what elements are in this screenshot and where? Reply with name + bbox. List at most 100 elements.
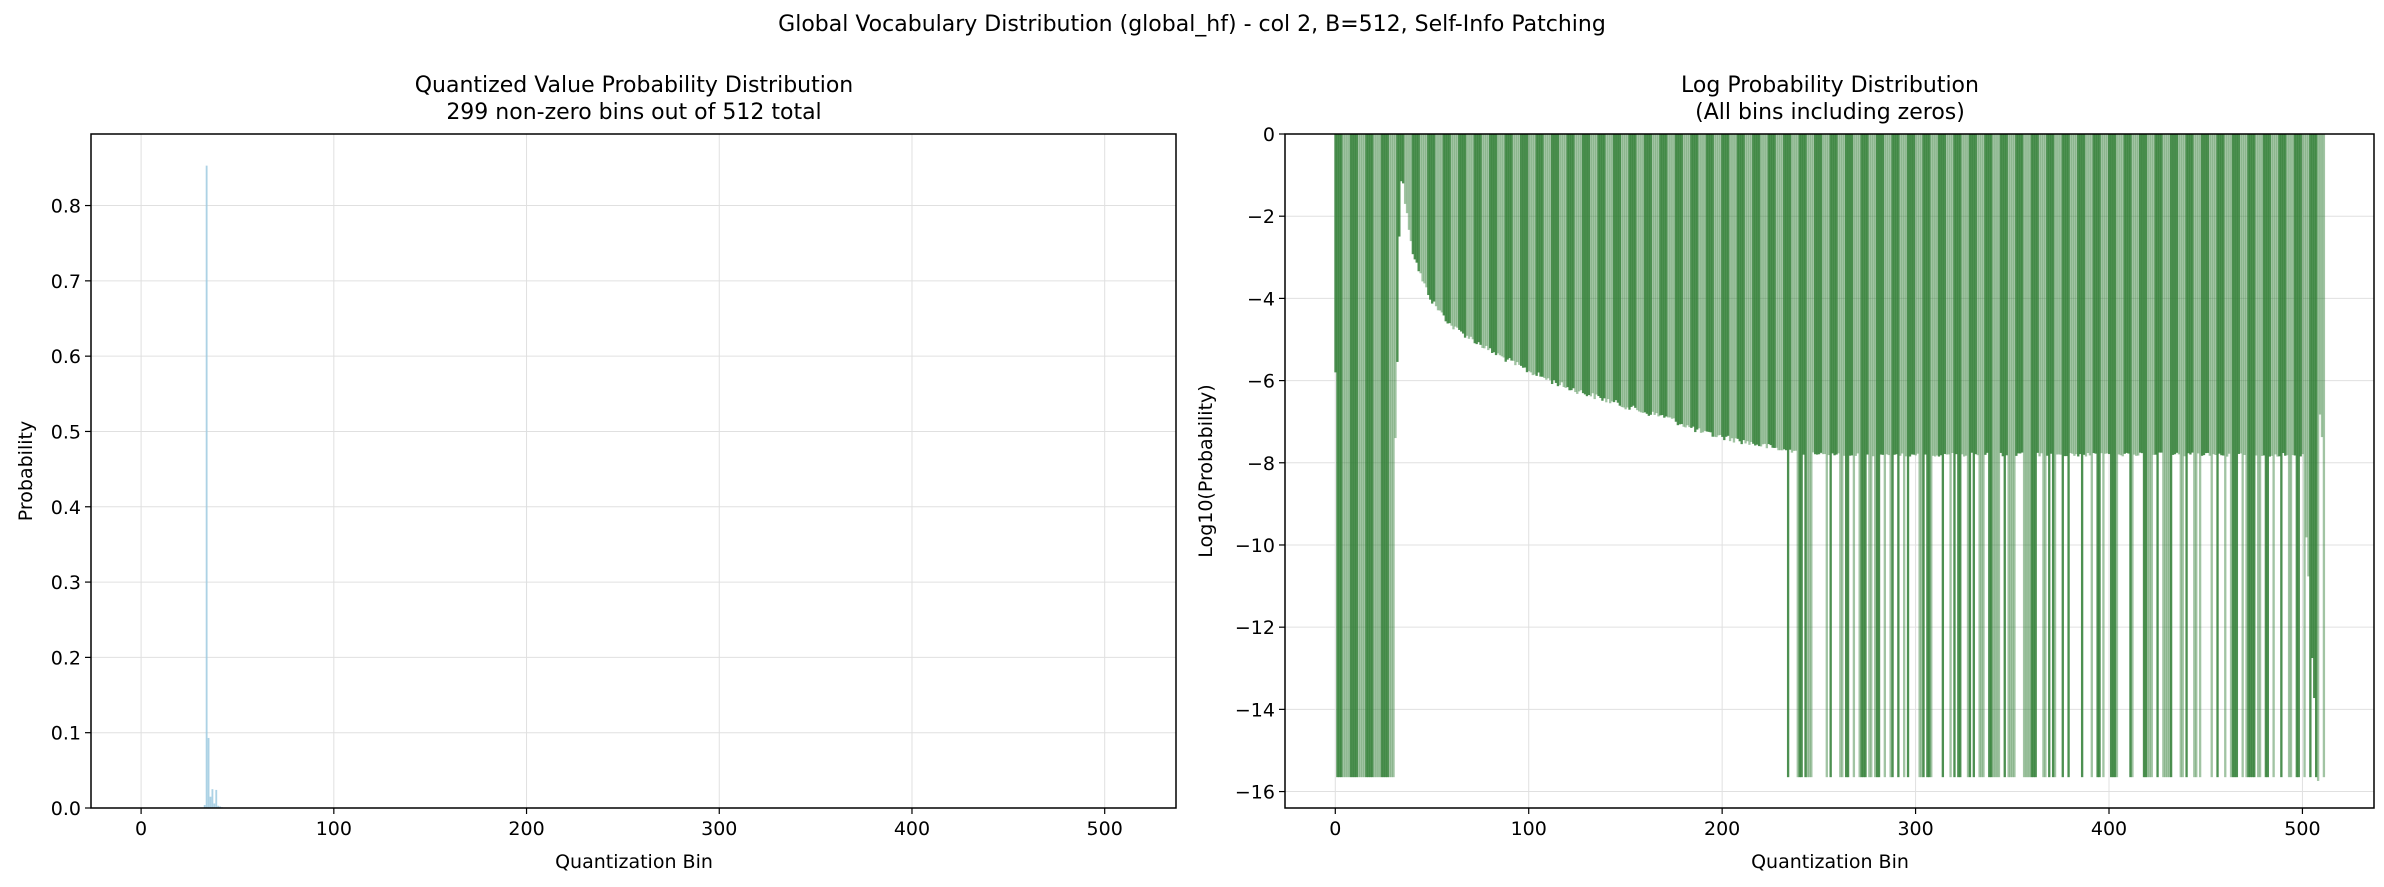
bar — [2226, 134, 2229, 457]
bar — [1672, 134, 1676, 419]
bar — [211, 789, 214, 808]
bar — [1794, 134, 1798, 451]
bar — [1982, 134, 1985, 778]
bar — [217, 805, 220, 808]
bar — [1928, 134, 1931, 778]
bar — [1657, 134, 1660, 417]
bar — [2256, 134, 2260, 778]
bar — [2191, 134, 2194, 453]
bar — [1636, 134, 1639, 411]
bar — [2193, 134, 2196, 778]
bar — [2138, 134, 2142, 453]
bar — [1537, 134, 1540, 373]
bar — [1889, 134, 1892, 778]
bar — [2247, 134, 2250, 778]
bar — [2222, 134, 2225, 456]
bar — [1750, 134, 1753, 442]
bar — [1705, 134, 1709, 432]
bar — [1984, 134, 1987, 455]
bar — [2137, 134, 2140, 456]
bar — [1434, 134, 1438, 307]
bar — [1475, 134, 1478, 345]
bar — [2208, 134, 2211, 456]
bar — [2237, 134, 2240, 454]
bar — [2032, 134, 2035, 778]
bar — [1343, 134, 1347, 778]
bar — [1357, 134, 1360, 778]
bar — [1933, 134, 1937, 457]
bar — [1723, 134, 1726, 441]
bar — [1419, 134, 1422, 274]
left-x-ticks: 0 100 200 300 400 500 — [135, 808, 1123, 840]
bar — [1856, 134, 1859, 454]
bar — [1440, 134, 1444, 313]
bar — [2276, 134, 2279, 457]
bar — [2086, 134, 2090, 454]
bar — [1827, 134, 1830, 456]
bar — [1618, 134, 1621, 406]
bar — [1550, 134, 1554, 385]
bar — [2212, 134, 2215, 455]
bar — [209, 796, 212, 808]
bar — [213, 803, 216, 808]
bar — [1529, 134, 1533, 373]
bar — [1682, 134, 1685, 427]
bar — [1373, 134, 1376, 778]
bar — [1465, 134, 1469, 336]
bar — [1626, 134, 1629, 408]
bar — [2175, 134, 2179, 453]
bar — [2171, 134, 2175, 455]
bar — [1407, 134, 1411, 230]
bar — [1454, 134, 1457, 327]
bar — [1361, 134, 1364, 778]
bar — [1558, 134, 1562, 386]
bar — [2255, 134, 2258, 456]
bar — [1647, 134, 1651, 416]
bar — [1972, 134, 1975, 778]
y-tick-label: −6 — [1247, 371, 1275, 393]
y-tick-label: 0.5 — [51, 421, 81, 443]
bar — [2305, 134, 2308, 538]
bar — [1804, 134, 1807, 778]
bar — [1579, 134, 1583, 391]
bar — [2144, 134, 2148, 778]
bar — [1831, 134, 1834, 454]
bar — [1757, 134, 1761, 447]
bar — [1964, 134, 1968, 456]
bar — [2028, 134, 2032, 778]
bar — [1610, 134, 1614, 402]
x-tick-label: 500 — [2284, 818, 2320, 840]
bar — [1403, 134, 1407, 204]
bar — [1334, 134, 1337, 373]
bar — [2019, 134, 2022, 454]
bar — [2293, 134, 2297, 456]
bar — [1833, 134, 1836, 456]
bar — [1721, 134, 1724, 437]
bar — [1581, 134, 1585, 394]
bar — [1564, 134, 1567, 388]
bar — [1841, 134, 1844, 778]
bar — [2071, 134, 2074, 454]
bar — [1587, 134, 1591, 396]
bar — [2009, 134, 2012, 778]
bar — [1442, 134, 1445, 316]
bar — [2303, 134, 2306, 778]
bar — [1868, 134, 1871, 778]
bar — [1748, 134, 1751, 445]
bar — [1340, 134, 1343, 778]
bar — [2181, 134, 2184, 778]
bar — [1726, 134, 1730, 436]
bar — [2152, 134, 2155, 455]
bar — [1910, 134, 1914, 455]
bar — [1562, 134, 1565, 387]
bar — [1533, 134, 1536, 375]
bar — [1645, 134, 1649, 414]
bar — [1873, 134, 1877, 778]
bar — [1539, 134, 1542, 377]
bar — [1769, 134, 1772, 446]
bar — [1717, 134, 1720, 436]
bar — [1897, 134, 1900, 778]
right-chart: Log Probability Distribution (All bins i… — [1195, 73, 2375, 873]
bar — [2131, 134, 2134, 778]
bar — [1941, 134, 1945, 778]
